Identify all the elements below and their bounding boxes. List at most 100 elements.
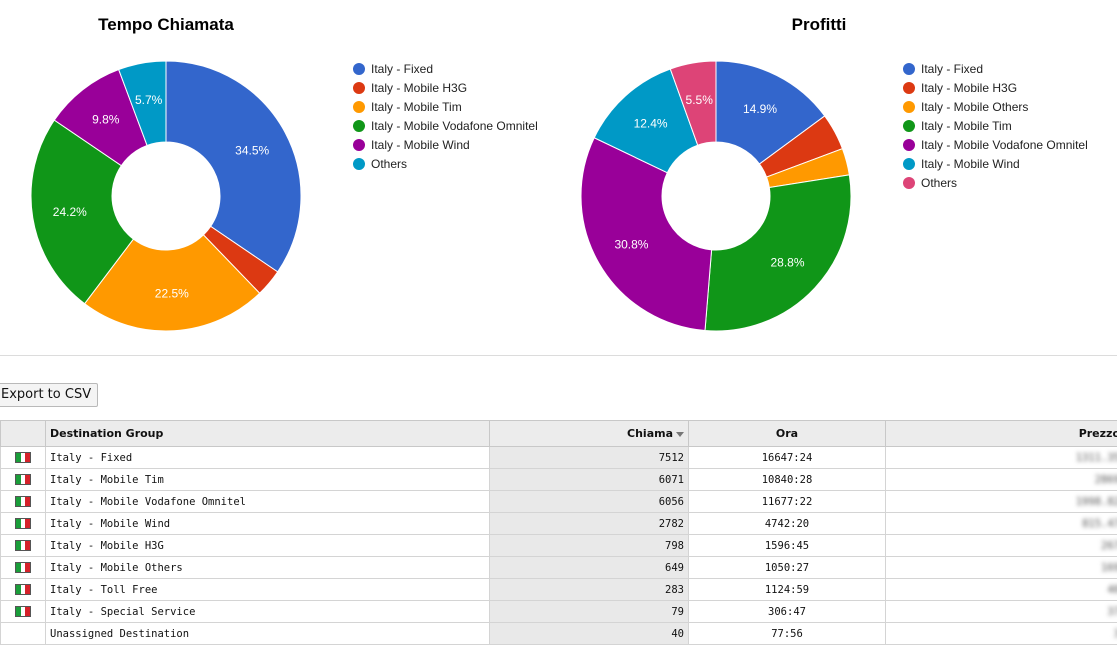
- slice-label-others: 5.7%: [135, 93, 163, 107]
- destination-cell: Italy - Mobile Tim: [45, 468, 490, 491]
- slice-label-italy-mobile-wind: 12.4%: [634, 117, 668, 131]
- table-row[interactable]: Italy - Mobile Vodafone Omnitel 6056 11677…: [0, 490, 1117, 513]
- export-csv-button[interactable]: Export to CSV: [0, 383, 99, 407]
- price-header[interactable]: Prezzo: [885, 420, 1117, 447]
- italy-flag-icon: [15, 562, 31, 573]
- destination-group-header[interactable]: Destination Group: [45, 420, 490, 447]
- legend-item-italy-mobile-others[interactable]: Italy - Mobile Others: [903, 97, 1088, 116]
- legend-swatch: [903, 119, 915, 132]
- italy-flag-icon: [15, 474, 31, 485]
- destination-cell: Italy - Mobile Others: [45, 556, 490, 579]
- legend-swatch: [353, 157, 365, 170]
- legend-item-others[interactable]: Others: [903, 173, 1088, 192]
- time-cell: 11677:22: [688, 490, 886, 513]
- legend-item-italy-fixed[interactable]: Italy - Fixed: [353, 59, 538, 78]
- price-cell: 2869: [885, 468, 1117, 491]
- slice-label-italy-mobile-tim: 28.8%: [770, 255, 804, 269]
- calls-cell: 283: [489, 578, 689, 601]
- legend-label: Italy - Mobile Tim: [371, 99, 462, 114]
- section-divider: [0, 355, 1117, 356]
- legend-item-italy-fixed[interactable]: Italy - Fixed: [903, 59, 1088, 78]
- calls-header-label: Chiama: [627, 427, 673, 440]
- destination-cell: Italy - Mobile Vodafone Omnitel: [45, 490, 490, 513]
- pie-slice-italy-fixed[interactable]: [715, 60, 826, 165]
- slice-label-italy-mobile-wind: 9.8%: [92, 112, 120, 126]
- destination-cell: Italy - Special Service: [45, 600, 490, 623]
- legend-item-italy-mobile-h3g[interactable]: Italy - Mobile H3G: [353, 78, 538, 97]
- legend-item-italy-mobile-wind[interactable]: Italy - Mobile Wind: [353, 135, 538, 154]
- calls-cell: 798: [489, 534, 689, 557]
- legend-swatch: [903, 62, 915, 75]
- flag-cell: [0, 490, 46, 513]
- price-cell: 1998.82: [885, 490, 1117, 513]
- slice-label-italy-mobile-vodafone-omnitel: 24.2%: [53, 205, 87, 219]
- pie-slice-italy-fixed[interactable]: [165, 60, 302, 273]
- italy-flag-icon: [15, 452, 31, 463]
- legend-tempo-chiamata: Italy - Fixed Italy - Mobile H3G Italy - M…: [353, 59, 538, 173]
- legend-label: Italy - Mobile Vodafone Omnitel: [371, 118, 538, 133]
- time-cell: 10840:28: [688, 468, 886, 491]
- destination-cell: Italy - Mobile H3G: [45, 534, 490, 557]
- time-cell: 1050:27: [688, 556, 886, 579]
- price-value: 40: [1107, 583, 1117, 596]
- table-row[interactable]: Italy - Mobile Wind 2782 4742:20 815.47: [0, 512, 1117, 535]
- destination-cell: Italy - Toll Free: [45, 578, 490, 601]
- price-value: 267: [1101, 539, 1117, 552]
- pie-slice-italy-mobile-tim[interactable]: [704, 174, 852, 332]
- legend-label: Italy - Mobile Tim: [921, 118, 1012, 133]
- pie-slice-italy-mobile-tim[interactable]: [83, 234, 261, 332]
- pie-chart-profitti[interactable]: 14.9% 28.8% 30.8% 12.4% 5.5%: [580, 60, 852, 332]
- table-row[interactable]: Italy - Fixed 7512 16647:24 1311.35: [0, 446, 1117, 469]
- destination-cell: Unassigned Destination: [45, 622, 490, 645]
- italy-flag-icon: [15, 518, 31, 529]
- pie-slice-italy-mobile-vodafone-omnitel[interactable]: [580, 137, 713, 332]
- italy-flag-icon: [15, 540, 31, 551]
- price-cell: 37: [885, 600, 1117, 623]
- calls-cell: 79: [489, 600, 689, 623]
- flag-cell: [0, 512, 46, 535]
- flag-column-header: [0, 420, 46, 447]
- legend-item-others[interactable]: Others: [353, 154, 538, 173]
- time-header[interactable]: Ora: [688, 420, 886, 447]
- legend-item-italy-mobile-vodafone-omnitel[interactable]: Italy - Mobile Vodafone Omnitel: [353, 116, 538, 135]
- legend-item-italy-mobile-tim[interactable]: Italy - Mobile Tim: [353, 97, 538, 116]
- destination-cell: Italy - Fixed: [45, 446, 490, 469]
- destination-cell: Italy - Mobile Wind: [45, 512, 490, 535]
- legend-swatch: [903, 138, 915, 151]
- legend-swatch: [903, 81, 915, 94]
- destination-table: Destination Group Chiama Ora Prezzo Ital…: [0, 420, 1117, 645]
- price-value: 3: [1114, 628, 1117, 640]
- flag-cell: [0, 578, 46, 601]
- legend-item-italy-mobile-wind[interactable]: Italy - Mobile Wind: [903, 154, 1088, 173]
- legend-label: Italy - Mobile Wind: [921, 156, 1020, 171]
- chart-title-profitti: Profitti: [791, 15, 847, 34]
- italy-flag-icon: [15, 496, 31, 507]
- legend-item-italy-mobile-h3g[interactable]: Italy - Mobile H3G: [903, 78, 1088, 97]
- pie-slice-others[interactable]: [118, 60, 167, 147]
- slice-label-others: 5.5%: [686, 93, 714, 107]
- calls-cell: 7512: [489, 446, 689, 469]
- price-value: 815.47: [1082, 517, 1117, 530]
- price-cell: 1311.35: [885, 446, 1117, 469]
- legend-label: Others: [921, 175, 958, 190]
- legend-swatch: [353, 81, 365, 94]
- slice-label-italy-fixed: 14.9%: [743, 102, 777, 116]
- legend-label: Italy - Mobile H3G: [921, 80, 1018, 95]
- pie-slice-italy-mobile-vodafone-omnitel[interactable]: [30, 119, 135, 305]
- legend-item-italy-mobile-tim[interactable]: Italy - Mobile Tim: [903, 116, 1088, 135]
- time-cell: 4742:20: [688, 512, 886, 535]
- calls-header[interactable]: Chiama: [489, 420, 689, 447]
- legend-label: Italy - Mobile Vodafone Omnitel: [921, 137, 1088, 152]
- flag-cell: [0, 622, 46, 645]
- pie-slice-others[interactable]: [669, 60, 717, 146]
- legend-label: Italy - Mobile H3G: [371, 80, 468, 95]
- pie-chart-tempo-chiamata[interactable]: 34.5% 22.5% 24.2% 9.8% 5.7%: [30, 60, 302, 332]
- price-cell: 3: [885, 622, 1117, 645]
- legend-item-italy-mobile-vodafone-omnitel[interactable]: Italy - Mobile Vodafone Omnitel: [903, 135, 1088, 154]
